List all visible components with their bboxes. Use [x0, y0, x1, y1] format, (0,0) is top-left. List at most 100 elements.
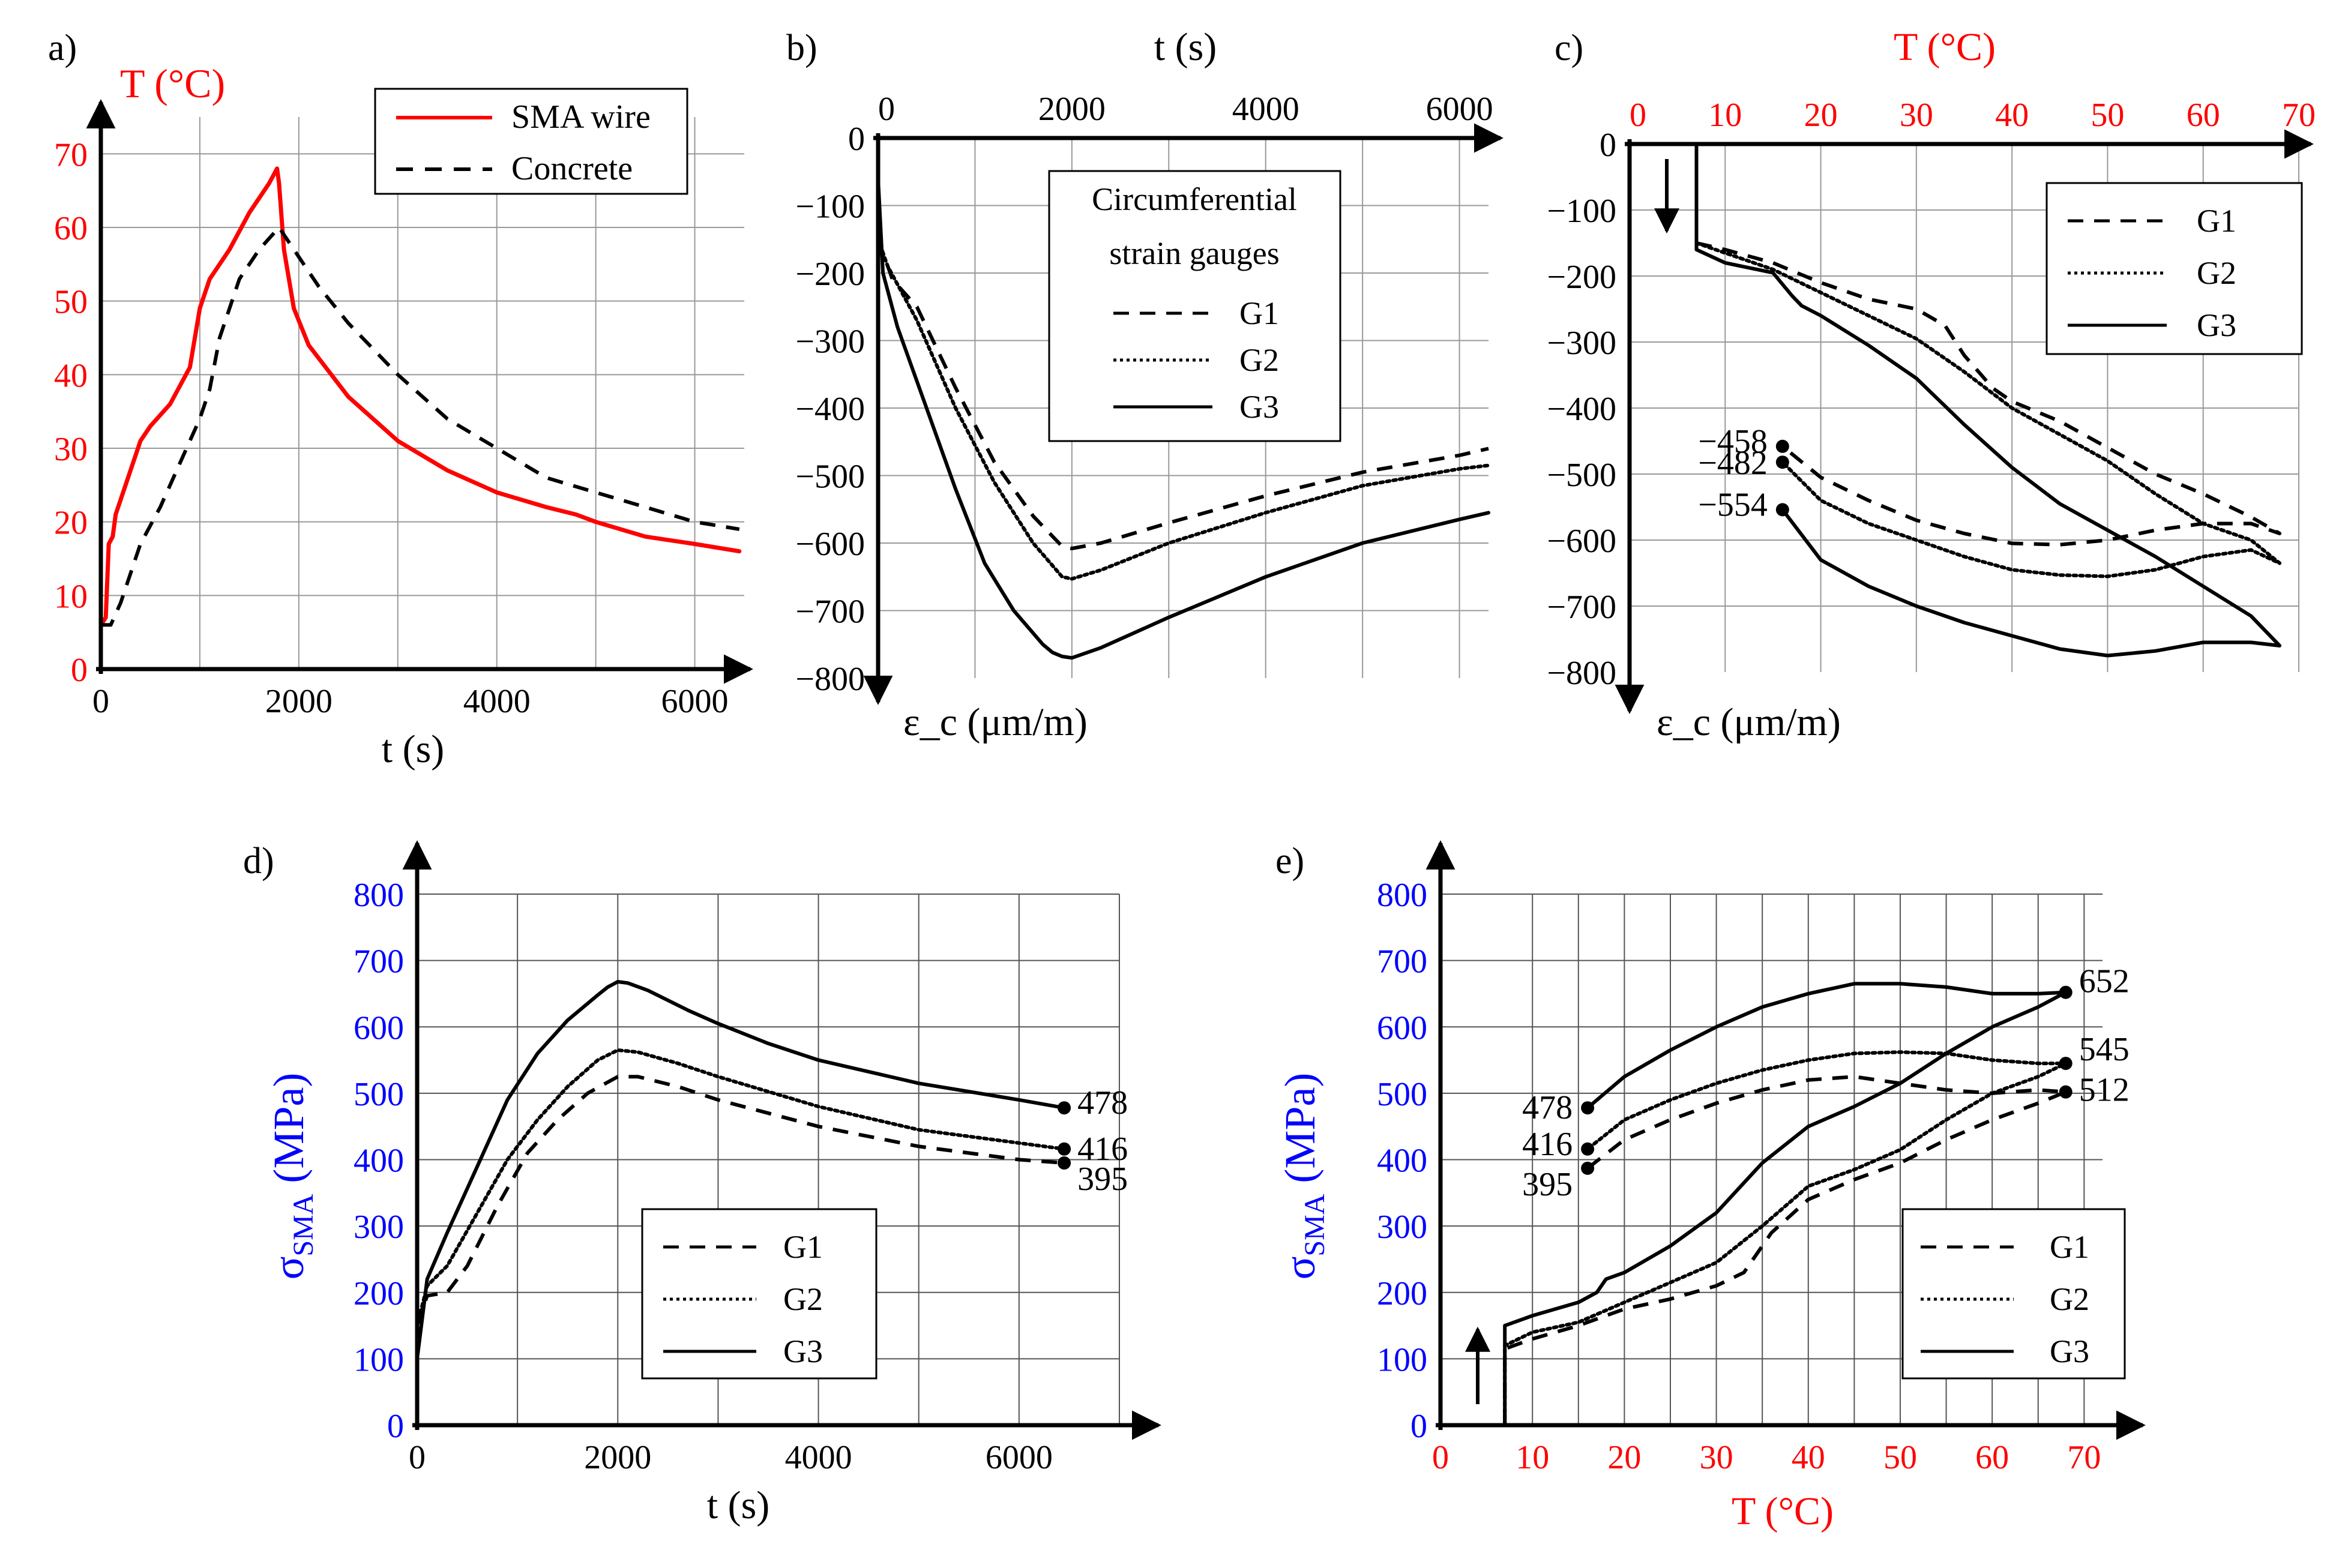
d-series-g1 [415, 1075, 1065, 1327]
b-ytick-label: −100 [795, 188, 865, 226]
c-xtick-label: 40 [1995, 97, 2029, 134]
e-xlabel: T (°C) [1732, 1489, 1834, 1533]
c-xtick-label: 30 [1900, 97, 1933, 134]
e-ylabel-sub: SMA [1299, 1194, 1331, 1256]
a-ticks: 0 2000 4000 6000 0 10 20 30 40 50 60 70 [54, 136, 729, 720]
b-series-g1 [876, 238, 1489, 550]
d-ytick-label: 800 [354, 877, 404, 914]
c-xtick-label: 20 [1804, 97, 1838, 134]
c-end-value-label: −458 [1698, 423, 1768, 460]
a-xtick-label: 2000 [265, 683, 333, 720]
c-ytick-label: −100 [1547, 193, 1616, 230]
b-ytick-label: −500 [795, 458, 865, 496]
a-legend-label-sma: SMA wire [511, 98, 651, 136]
a-series-sma-wire [98, 166, 742, 627]
d-axes [402, 840, 1161, 1440]
panel-d: 0 2000 4000 6000 0 100 200 300 400 500 600 700 800 4… [243, 840, 1161, 1527]
d-end-value-label: 478 [1077, 1084, 1128, 1122]
d-series-g3 [415, 980, 1067, 1361]
d-ylabel-sigma: σ [265, 1257, 313, 1280]
b-legend: Circumferential strain gauges G1 G2 G3 [1048, 170, 1341, 442]
e-end-dot [1581, 1101, 1595, 1115]
a-ytick-label: 20 [54, 505, 88, 542]
d-end-dot [1058, 1142, 1071, 1156]
b-legend-label-g2: G2 [1239, 342, 1279, 378]
a-axes [86, 99, 753, 684]
b-legend-title-1: Circumferential [1092, 181, 1297, 217]
e-legend: G1 G2 G3 [1901, 1208, 2126, 1380]
d-series-g2 [415, 1048, 1067, 1328]
panel-e: 0 10 20 30 40 50 60 700100200300400500600700800… [1275, 840, 2146, 1533]
panel-a: 0 2000 4000 6000 0 10 20 30 40 50 60 70 a) T (°C) t… [48, 28, 753, 771]
e-xtick-label: 50 [1883, 1439, 1917, 1476]
e-xtick-label: 10 [1516, 1439, 1549, 1476]
b-ticks: 0 2000 4000 6000 0 −100 −200 −300 −400 −500 −600 −7… [795, 91, 1493, 698]
e-series-g2 [1503, 1050, 2068, 1427]
e-legend-label-g3: G3 [2050, 1333, 2089, 1369]
e-series-g3 [1503, 982, 2068, 1427]
a-series [98, 166, 742, 627]
d-ytick-label: 600 [354, 1009, 404, 1047]
e-end-value-label: 395 [1522, 1166, 1573, 1203]
d-legend-label-g3: G3 [783, 1333, 823, 1369]
b-ytick-label: 0 [848, 121, 865, 158]
d-ytick-label: 100 [354, 1341, 404, 1378]
e-ylabel: σSMA (MPa) [1276, 1073, 1331, 1280]
b-ytick-label: −600 [795, 526, 865, 563]
e-end-dot [1581, 1161, 1595, 1175]
d-end-value-label: 416 [1077, 1131, 1128, 1168]
e-ytick-label: 800 [1377, 877, 1427, 914]
b-legend-label-g3: G3 [1239, 389, 1279, 425]
d-panel-label: d) [243, 841, 274, 882]
c-xtick-label: 50 [2091, 97, 2124, 134]
c-legend-label-g1: G1 [2197, 203, 2236, 239]
c-axes [1615, 129, 2314, 714]
b-panel-label: b) [786, 28, 817, 68]
c-ylabel: ε_c (μm/m) [1657, 700, 1841, 744]
b-ytick-label: −700 [795, 593, 865, 631]
d-ticks: 0 2000 4000 6000 0 100 200 300 400 500 600 700 800 [354, 877, 1053, 1476]
e-xtick-label: 60 [1975, 1439, 2009, 1476]
b-ytick-label: −400 [795, 391, 865, 428]
b-xtick-label: 6000 [1426, 91, 1493, 128]
c-xtick-label: 70 [2282, 97, 2316, 134]
e-end-dot [1581, 1142, 1595, 1156]
b-legend-box [1048, 170, 1341, 442]
c-series-g1 [1696, 241, 2282, 547]
e-end-value-label: 545 [2079, 1031, 2130, 1068]
d-end-value-label: 395 [1077, 1161, 1128, 1198]
c-legend-label-g3: G3 [2197, 307, 2236, 343]
c-xtick-label: 0 [1630, 97, 1646, 134]
c-end-values: −458−482 −554 [1698, 423, 1789, 523]
a-legend-box [374, 88, 688, 195]
c-ticks: 0 10 20 30 40 50 60 70 0 −100 −200 −300 −400 −500 −600… [1547, 97, 2316, 692]
d-legend-label-g1: G1 [783, 1229, 823, 1265]
panel-b: 0 2000 4000 6000 0 −100 −200 −300 −400 −500 −600 −7… [786, 25, 1504, 744]
a-ylabel: T (°C) [120, 61, 225, 106]
a-xlabel: t (s) [382, 727, 444, 771]
c-ytick-label: −800 [1547, 655, 1616, 692]
b-xtick-label: 0 [878, 91, 895, 128]
c-end-dot [1775, 439, 1789, 453]
c-ytick-label: −600 [1547, 523, 1616, 560]
c-xlabel: T (°C) [1894, 25, 1996, 69]
c-series-g2 [1694, 241, 2282, 578]
e-ylabel-sigma: σ [1276, 1257, 1324, 1280]
b-series-g2 [876, 237, 1490, 581]
a-ytick-label: 0 [71, 652, 88, 689]
c-ytick-label: −400 [1547, 391, 1616, 428]
d-ytick-label: 500 [354, 1076, 404, 1113]
b-xtick-label: 2000 [1038, 91, 1106, 128]
c-end-dot [1775, 455, 1789, 469]
d-ytick-label: 300 [354, 1209, 404, 1246]
e-ylabel-unit: (MPa) [1276, 1073, 1324, 1194]
e-end-value-label: 416 [1522, 1126, 1573, 1163]
e-ytick-label: 300 [1377, 1209, 1427, 1246]
b-xlabel: t (s) [1154, 25, 1217, 69]
c-end-dot [1775, 503, 1789, 517]
d-ytick-label: 700 [354, 943, 404, 981]
d-grid [417, 894, 1120, 1425]
a-xtick-label: 0 [92, 683, 109, 720]
